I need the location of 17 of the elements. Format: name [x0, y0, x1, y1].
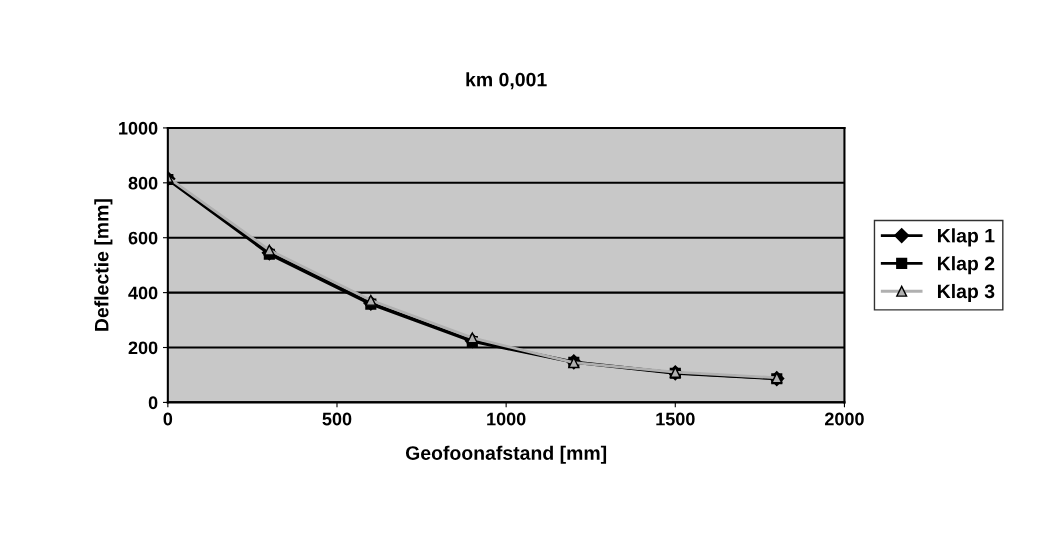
- y-tick-label: 600: [128, 231, 158, 245]
- legend-label: Klap 3: [937, 283, 995, 303]
- x-tick-label: 2000: [824, 412, 864, 426]
- y-tick-label: 1000: [119, 121, 158, 135]
- y-tick-label: 200: [128, 341, 158, 355]
- y-axis-title: Deflectie [mm]: [94, 199, 113, 331]
- y-tick-label: 0: [148, 396, 158, 410]
- x-tick-label: 1000: [487, 412, 526, 426]
- x-tick-label: 0: [163, 412, 173, 426]
- y-tick-label: 800: [128, 176, 158, 190]
- chart-title: km 0,001: [466, 72, 547, 90]
- legend-label: Klap 1: [937, 228, 995, 247]
- x-axis-title: Geofoonafstand [mm]: [405, 445, 607, 464]
- y-tick-label: 400: [128, 286, 158, 300]
- x-tick-label: 1500: [656, 412, 695, 426]
- x-tick-label: 500: [322, 412, 352, 426]
- legend-label: Klap 2: [937, 256, 995, 275]
